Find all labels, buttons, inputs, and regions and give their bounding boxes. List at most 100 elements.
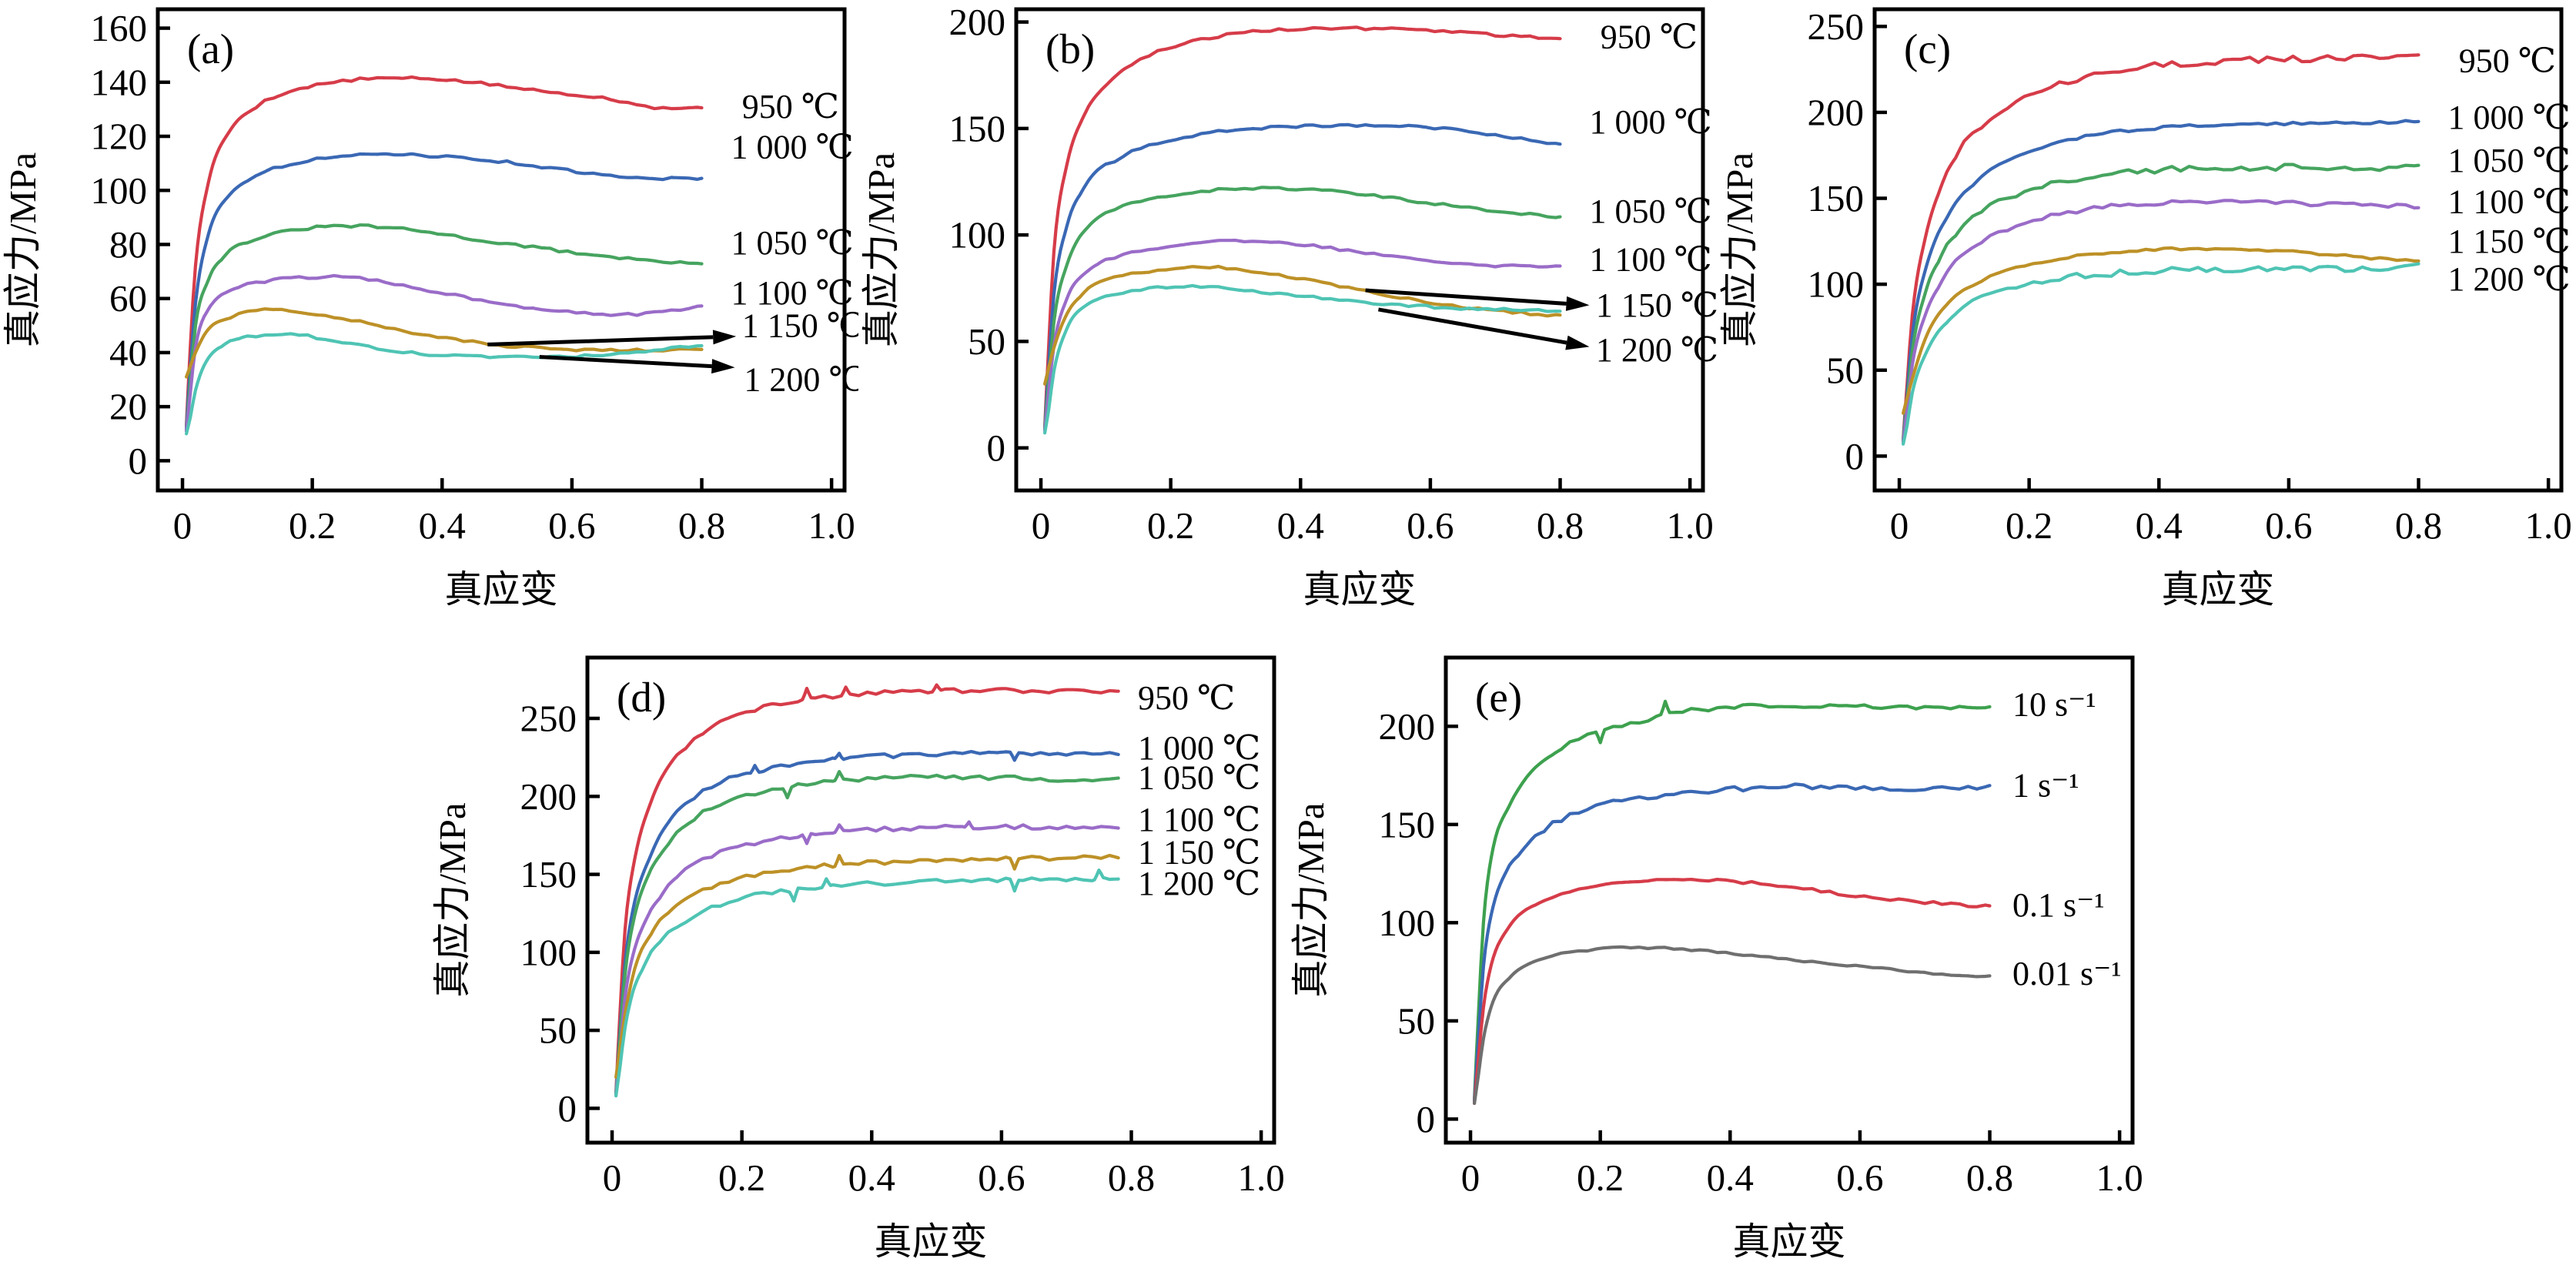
y-tick-label: 160: [91, 7, 148, 49]
y-tick-label: 140: [91, 61, 148, 103]
series-label-950: 950 ℃: [1601, 18, 1698, 55]
y-tick-label: 0: [987, 427, 1006, 469]
x-tick-label: 0.6: [2265, 504, 2312, 547]
series-label-1-050: 1 050 ℃: [2447, 142, 2570, 179]
annotation-arrow-line: [539, 355, 712, 369]
series-label-1-150: 1 150 ℃: [2447, 223, 2570, 260]
series-label-1-200: 1 200 ℃: [1138, 865, 1260, 902]
annotation-arrowhead: [1565, 335, 1590, 350]
curve-950: [614, 683, 1120, 1095]
annotation-arrow-line: [1378, 307, 1567, 345]
series-label-1-200: 1 200 ℃: [1596, 331, 1717, 369]
curve-950: [185, 75, 704, 427]
annotation-arrowhead: [712, 330, 737, 345]
curve-1-050: [1902, 162, 2420, 443]
chart-panel-b: 0 50 100 150 200 0 0.2 0.4 0.6 0.8 1.0 真应变 真应力/MPa (b…: [858, 0, 1718, 620]
chart-panel-e: 0 50 100 150 200 0 0.2 0.4 0.6 0.8 1.0 真应变 真应力/MPa (e…: [1288, 637, 2146, 1272]
series-label-1-050: 1 050 ℃: [1138, 758, 1260, 796]
y-tick-label: 50: [1826, 349, 1864, 391]
series-label-1-150: 1 150 ℃: [1596, 286, 1717, 324]
chart-panel-c: 0 50 100 150 200 250 0 0.2 0.4 0.6 0.8 1.0 真应变 真应力/MP…: [1717, 0, 2575, 620]
y-tick-label: 100: [91, 169, 148, 212]
y-tick-label: 200: [1379, 705, 1436, 748]
series-label-1-200: 1 200 ℃: [744, 361, 858, 399]
panel-tag-d: (d): [617, 674, 666, 721]
curve-0-01-s: [1473, 945, 1992, 1106]
x-tick-label: 1.0: [2525, 504, 2572, 547]
x-tick-label: 0: [1461, 1157, 1480, 1199]
x-tick-label: 0.6: [1407, 504, 1454, 547]
y-tick-label: 50: [1397, 999, 1435, 1042]
x-axis-label: 真应变: [1732, 1220, 1845, 1263]
chart-d-svg: 0 50 100 150 200 250 0 0.2 0.4 0.6 0.8 1.0 真应变 真应力/MP…: [431, 655, 1285, 1263]
annotation-arrowhead: [711, 359, 735, 374]
y-tick-label: 80: [109, 223, 147, 266]
x-tick-label: 0.8: [1108, 1157, 1155, 1199]
y-axis-label: 真应力/MPa: [1718, 152, 1761, 347]
curve-1-150: [1902, 246, 2420, 415]
series-label-1-s: 1 s⁻¹: [2012, 766, 2079, 804]
curve-1-100: [614, 820, 1120, 1098]
x-tick-label: 1.0: [1238, 1157, 1285, 1199]
chart-c-svg: 0 50 100 150 200 250 0 0.2 0.4 0.6 0.8 1.0 真应变 真应力/MP…: [1718, 5, 2572, 611]
chart-a-svg: 0 20 40 60 80 100 120 140 160 0 0.2 0.4 0.6 0.8 1.0 真应变…: [2, 7, 867, 611]
x-axis-label: 真应变: [2161, 568, 2274, 611]
series-label-0-1-s: 0.1 s⁻¹: [2012, 886, 2105, 924]
curve-1-100: [1902, 199, 2420, 444]
series-label-0-01-s: 0.01 s⁻¹: [2012, 955, 2122, 992]
series-label-1-100: 1 100 ℃: [1589, 240, 1711, 278]
panel-tag-c: (c): [1904, 25, 1951, 72]
y-tick-label: 200: [1808, 91, 1865, 133]
x-tick-label: 0.2: [718, 1157, 765, 1199]
x-tick-label: 1.0: [2096, 1157, 2143, 1199]
y-tick-label: 250: [1808, 5, 1865, 48]
y-axis-label: 真应力/MPa: [1290, 802, 1332, 997]
curve-1-200: [1043, 283, 1562, 435]
x-tick-label: 0: [1890, 504, 1909, 547]
annotation-arrow-line: [487, 335, 714, 346]
curve-1-000: [1902, 119, 2420, 443]
y-tick-label: 40: [109, 331, 147, 373]
series-label-1-000: 1 000 ℃: [2447, 99, 2570, 136]
y-tick-label: 250: [520, 698, 577, 740]
curve-10-s: [1473, 699, 1992, 1101]
curve-950: [1043, 25, 1562, 429]
curve-1-050: [185, 223, 704, 433]
series-label-1-050: 1 050 ℃: [731, 224, 853, 262]
series-label-1-000: 1 000 ℃: [731, 129, 853, 166]
series-label-1-000: 1 000 ℃: [1138, 729, 1260, 767]
x-tick-label: 0.4: [419, 504, 466, 547]
y-tick-label: 120: [91, 115, 148, 158]
curve-0-1-s: [1473, 878, 1992, 1106]
y-tick-label: 0: [558, 1087, 577, 1130]
panel-tag-e: (e): [1475, 674, 1522, 721]
y-axis-label: 真应力/MPa: [860, 152, 902, 347]
figure-row-top: 0 20 40 60 80 100 120 140 160 0 0.2 0.4 0.6 0.8 1.0 真应变…: [0, 0, 2576, 620]
y-tick-label: 150: [520, 853, 577, 895]
series-label-1-100: 1 100 ℃: [1138, 801, 1260, 839]
y-tick-label: 100: [949, 214, 1006, 256]
series-label-950: 950 ℃: [2459, 42, 2556, 79]
chart-panel-d: 0 50 100 150 200 250 0 0.2 0.4 0.6 0.8 1.0 真应变 真应力/MP…: [430, 637, 1288, 1272]
plot-frame: [1014, 7, 1705, 493]
y-tick-label: 200: [520, 775, 577, 818]
y-tick-label: 0: [129, 440, 148, 482]
curve-1-200: [185, 332, 704, 436]
y-tick-label: 0: [1845, 435, 1865, 477]
x-tick-label: 1.0: [808, 504, 855, 547]
series-label-10-s: 10 s⁻¹: [2012, 686, 2096, 724]
y-tick-label: 200: [949, 1, 1006, 43]
annotation-arrowhead: [1565, 296, 1590, 311]
series-label-1-150: 1 150 ℃: [1138, 834, 1260, 872]
x-tick-label: 0: [603, 1157, 622, 1199]
plot-frame: [1444, 655, 2135, 1145]
y-tick-label: 0: [1417, 1098, 1436, 1140]
x-tick-label: 0.2: [289, 504, 336, 547]
x-tick-label: 0.6: [978, 1157, 1025, 1199]
x-tick-label: 0.4: [848, 1157, 895, 1199]
x-tick-label: 0.8: [1966, 1157, 2013, 1199]
series-label-950: 950 ℃: [1138, 679, 1235, 717]
panel-tag-b: (b): [1045, 25, 1095, 72]
series-label-1-100: 1 100 ℃: [731, 274, 853, 312]
